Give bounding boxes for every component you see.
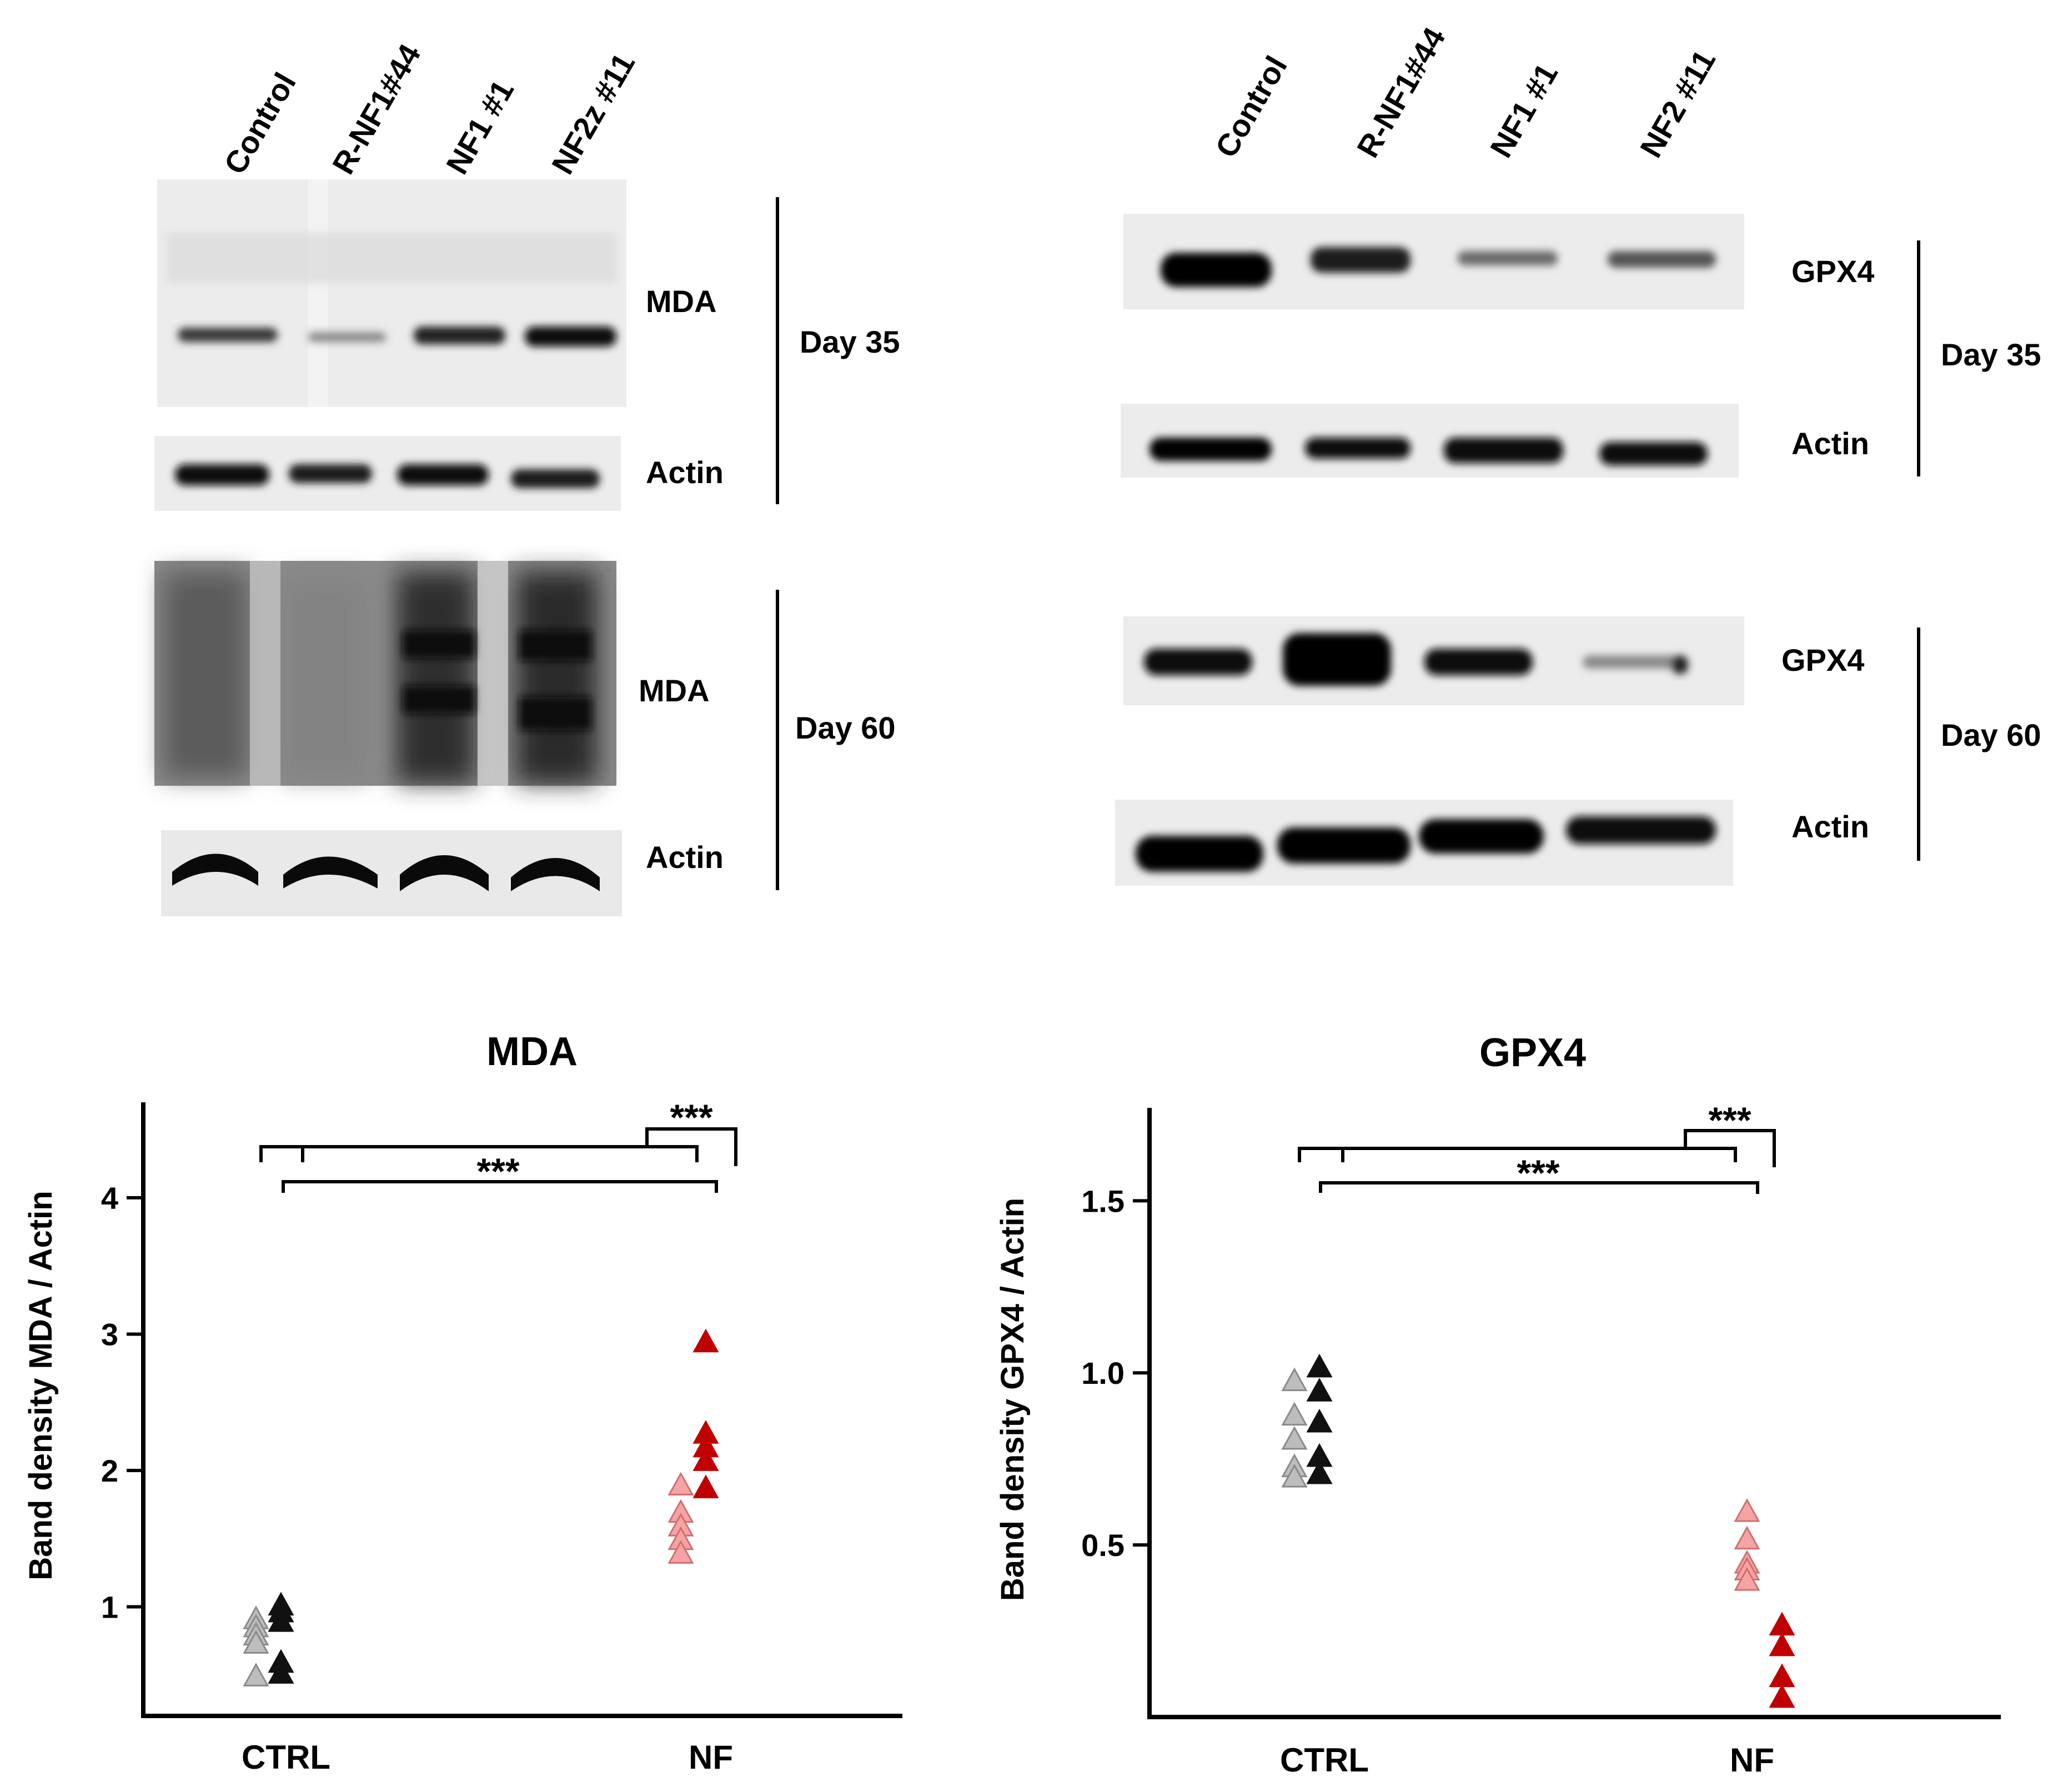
blot-gpx4-day60 [1123, 616, 1744, 705]
data-point-triangle [1306, 1408, 1333, 1433]
label-actin-day60-right: Actin [1791, 809, 1869, 844]
data-point-triangle [667, 1540, 694, 1564]
y-tick-label: 1.5 [1081, 1183, 1125, 1218]
significance-brackets [259, 1127, 737, 1193]
significance-label: *** [1708, 1100, 1751, 1141]
data-point-triangle [1769, 1684, 1795, 1708]
lane-label-2: R-NF1#44 [325, 38, 428, 180]
lane-label-3: NF1 #1 [439, 74, 520, 180]
data-point-triangle [1281, 1367, 1308, 1392]
blot-actin-day35 [154, 436, 621, 511]
data-point-triangle [1769, 1612, 1795, 1636]
significance-label: *** [1517, 1152, 1559, 1193]
data-point-triangle [1306, 1460, 1333, 1484]
lane-label-4: NF2z #11 [545, 47, 641, 180]
label-day35-right: Day 35 [1941, 337, 2041, 372]
data-point-triangle [1306, 1378, 1333, 1402]
significance-label: *** [476, 1151, 519, 1192]
x-categories: CTRL NF [1280, 1741, 1774, 1779]
label-mda-day60: MDA [639, 673, 710, 708]
data-point-triangle [268, 1660, 294, 1684]
label-mda-day35: MDA [646, 284, 717, 319]
label-day35-left: Day 35 [800, 324, 900, 359]
x-category-label: CTRL [1280, 1741, 1369, 1779]
lane-label-2: R-NF1#44 [1350, 22, 1452, 163]
data-points [243, 1328, 719, 1686]
right-lane-labels: Control R-NF1#44 NF1 #1 NF2 #11 [1208, 22, 1722, 163]
data-point-triangle [1769, 1632, 1795, 1657]
x-category-label: CTRL [242, 1739, 330, 1776]
chart-title: GPX4 [1479, 1031, 1586, 1075]
y-tick-label: 4 [101, 1181, 118, 1216]
label-actin-day35-right: Actin [1791, 426, 1869, 461]
data-point-triangle [1281, 1402, 1308, 1426]
left-lane-labels: Control R-NF1#44 NF1 #1 NF2z #11 [217, 38, 641, 180]
x-category-label: NF [689, 1739, 733, 1776]
label-actin-day35: Actin [646, 455, 724, 490]
chart-gpx4: GPX4 Band density GPX4 / Actin 0.5 1.0 1.5… [995, 1031, 2001, 1779]
left-blot-panel: Control R-NF1#44 NF1 #1 NF2z #11 [154, 38, 900, 916]
y-tick-label: 0.5 [1081, 1528, 1125, 1563]
data-point-triangle [692, 1447, 719, 1471]
label-gpx4-day35: GPX4 [1791, 254, 1874, 289]
right-blot-panel: Control R-NF1#44 NF1 #1 NF2 #11 [1115, 22, 2041, 886]
data-point-triangle [1734, 1525, 1760, 1550]
label-day60-right: Day 60 [1941, 717, 2041, 752]
blot-gpx4-day35 [1123, 214, 1744, 309]
data-point-triangle [243, 1663, 269, 1686]
data-point-triangle [1281, 1425, 1308, 1450]
blot-actin-day60 [161, 830, 622, 916]
data-point-triangle [243, 1630, 269, 1654]
y-axis-label: Band density MDA / Actin [23, 1191, 59, 1580]
data-points [1281, 1353, 1795, 1708]
blot-mda-day60 [154, 561, 616, 786]
y-tick-label: 2 [101, 1453, 118, 1488]
x-categories: CTRL NF [242, 1739, 733, 1776]
x-category-label: NF [1730, 1741, 1774, 1779]
chart-title: MDA [486, 1030, 578, 1074]
blot-mda-day35 [157, 179, 626, 407]
data-point-triangle [1734, 1567, 1760, 1591]
lane-label-4: NF2 #11 [1633, 44, 1722, 163]
data-point-triangle [1281, 1464, 1308, 1488]
y-ticks: 0.5 1.0 1.5 [1081, 1183, 1150, 1563]
data-point-triangle [692, 1328, 719, 1353]
y-tick-label: 1 [101, 1590, 118, 1625]
label-actin-day60: Actin [646, 840, 724, 875]
lane-label-1: Control [1208, 50, 1294, 163]
label-gpx4-day60: GPX4 [1781, 642, 1864, 677]
lane-label-3: NF1 #1 [1483, 57, 1564, 163]
data-point-triangle [667, 1472, 694, 1496]
blot-actin-day60 [1115, 800, 1733, 886]
data-point-triangle [692, 1474, 719, 1498]
y-tick-label: 3 [101, 1317, 118, 1352]
data-point-triangle [1769, 1663, 1795, 1688]
chart-mda: MDA Band density MDA / Actin 1 2 3 4 CTRL NF… [23, 1030, 902, 1776]
y-axis-label: Band density GPX4 / Actin [995, 1198, 1031, 1601]
data-point-triangle [1306, 1353, 1333, 1378]
blot-actin-day35 [1121, 404, 1739, 478]
data-point-triangle [1734, 1498, 1760, 1522]
significance-brackets [1298, 1129, 1776, 1194]
lane-label-1: Control [217, 67, 303, 180]
y-ticks: 1 2 3 4 [101, 1181, 143, 1625]
data-point-triangle [268, 1608, 294, 1632]
significance-label: *** [670, 1097, 712, 1138]
y-tick-label: 1.0 [1081, 1356, 1125, 1391]
label-day60-left: Day 60 [795, 710, 896, 745]
